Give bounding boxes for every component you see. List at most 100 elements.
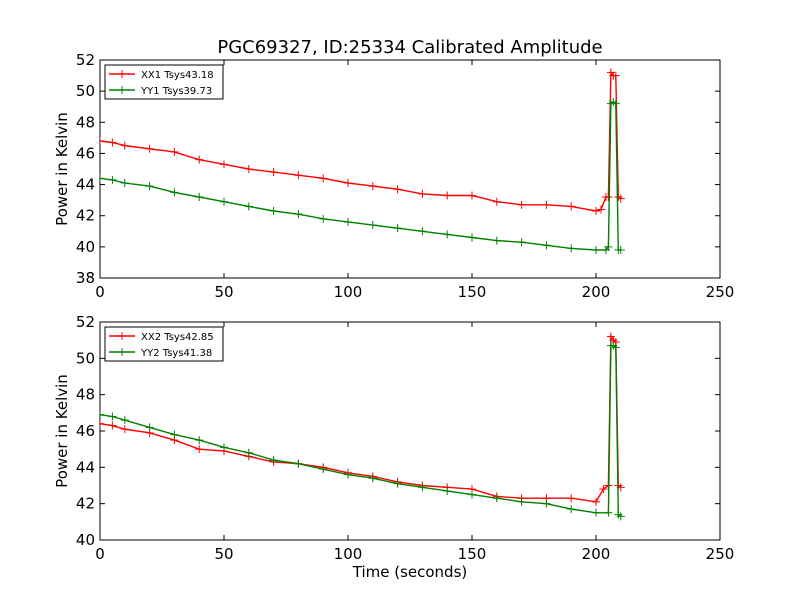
x-tick-label: 250 — [706, 283, 735, 301]
data-point — [596, 205, 605, 214]
data-point — [368, 221, 377, 230]
data-point — [120, 141, 129, 150]
data-point — [616, 194, 625, 203]
x-tick-label: 0 — [95, 545, 105, 563]
x-tick-label: 200 — [582, 283, 611, 301]
data-point — [220, 443, 228, 452]
data-point — [604, 242, 613, 251]
data-point — [145, 144, 154, 153]
data-point — [100, 410, 104, 419]
data-point — [120, 416, 129, 425]
y-tick-label: 42 — [76, 495, 95, 513]
legend-label: YY1 Tsys39.73 — [140, 86, 212, 97]
data-point — [319, 174, 328, 183]
data-point — [294, 210, 303, 219]
data-point — [244, 165, 253, 173]
data-point — [108, 412, 117, 421]
legend: XX2 Tsys42.85 YY2 Tsys41.38 — [104, 326, 224, 362]
data-point — [567, 202, 576, 211]
data-point — [393, 224, 402, 233]
x-tick-label: 50 — [214, 283, 233, 301]
y-axis-label: Power in Kelvin — [53, 374, 71, 488]
x-tick-label: 100 — [334, 283, 363, 301]
data-point — [195, 436, 204, 445]
y-tick-label: 40 — [76, 238, 95, 256]
data-point — [616, 512, 625, 521]
data-point — [170, 430, 179, 439]
data-point — [100, 419, 104, 428]
data-point — [393, 185, 402, 194]
legend-marker — [118, 86, 126, 94]
data-point — [567, 505, 576, 514]
data-point — [418, 483, 427, 492]
data-point — [344, 217, 352, 226]
data-point — [592, 207, 600, 216]
data-point — [443, 230, 452, 239]
data-point — [244, 202, 253, 211]
legend-marker — [118, 348, 126, 356]
data-point — [418, 189, 427, 198]
x-tick-label: 100 — [334, 545, 363, 563]
y-tick-label: 50 — [76, 349, 95, 367]
y-tick-label: 50 — [76, 82, 95, 100]
data-point — [145, 182, 154, 191]
y-tick-label: 48 — [76, 386, 95, 404]
legend-box — [104, 64, 224, 100]
data-point — [100, 174, 104, 183]
data-point — [108, 138, 117, 147]
data-point — [542, 200, 551, 209]
data-point — [592, 497, 600, 506]
data-point — [616, 245, 625, 254]
data-point — [599, 485, 608, 494]
chart-panel-1: 0 50 100 150 200 250 38 40 42 44 46 48 50 52 Power in … — [53, 51, 734, 301]
y-tick-label: 52 — [76, 51, 95, 69]
x-tick-label: 150 — [458, 283, 487, 301]
data-point — [611, 343, 620, 352]
data-point — [517, 200, 526, 209]
data-point — [611, 99, 620, 108]
data-point — [100, 136, 104, 145]
data-point — [604, 193, 613, 202]
y-tick-label: 44 — [76, 458, 95, 476]
y-tick-label: 38 — [76, 269, 95, 287]
series-line — [100, 344, 622, 517]
data-point — [492, 197, 501, 206]
data-point — [567, 244, 576, 253]
data-point — [368, 474, 377, 483]
y-tick-label: 42 — [76, 207, 95, 225]
y-tick-label: 44 — [76, 176, 95, 194]
y-tick-label: 46 — [76, 144, 95, 162]
data-point — [611, 71, 620, 80]
data-point — [120, 425, 129, 434]
legend-marker — [118, 70, 126, 78]
data-point — [269, 168, 278, 177]
data-point — [220, 197, 228, 206]
legend-label: XX1 Tsys43.18 — [141, 70, 214, 81]
legend-box — [104, 326, 224, 362]
data-point — [468, 233, 476, 242]
data-point — [592, 508, 600, 517]
x-tick-label: 200 — [582, 545, 611, 563]
y-tick-label: 40 — [76, 531, 95, 549]
series-2 — [100, 341, 625, 521]
y-tick-label: 52 — [76, 313, 95, 331]
data-point — [542, 499, 551, 508]
series-2 — [100, 98, 625, 254]
data-point — [120, 179, 129, 188]
data-point — [269, 456, 278, 465]
data-point — [517, 238, 526, 247]
legend-marker — [118, 332, 126, 340]
x-tick-label: 150 — [458, 545, 487, 563]
data-point — [592, 245, 600, 254]
data-point — [108, 175, 117, 184]
data-point — [492, 494, 501, 503]
data-point — [468, 490, 476, 499]
legend-label: YY2 Tsys41.38 — [140, 348, 212, 359]
data-point — [195, 155, 204, 164]
data-point — [319, 465, 328, 474]
data-point — [542, 241, 551, 250]
series-1 — [100, 68, 625, 216]
data-point — [368, 182, 377, 191]
data-point — [393, 479, 402, 488]
x-tick-label: 0 — [95, 283, 105, 301]
